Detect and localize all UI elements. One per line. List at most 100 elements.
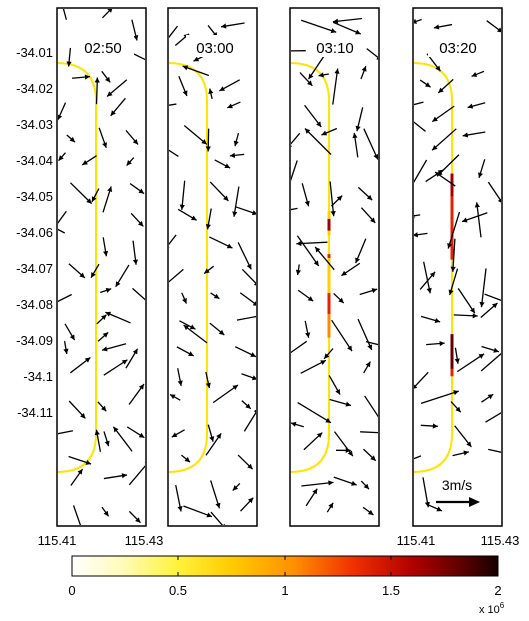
velocity-arrow (239, 292, 256, 306)
velocity-arrow (314, 246, 335, 271)
velocity-arrow (305, 488, 318, 507)
velocity-arrow (296, 240, 328, 247)
velocity-arrow (126, 426, 145, 439)
velocity-arrow (105, 311, 131, 324)
velocity-arrow (454, 347, 460, 364)
velocity-arrow (241, 268, 256, 286)
velocity-arrow (362, 448, 377, 462)
panel-0250: 02:50 (56, 7, 147, 527)
velocity-arrow (414, 18, 422, 24)
velocity-arrow (229, 152, 245, 158)
velocity-arrow (97, 401, 107, 412)
velocity-arrow (420, 390, 459, 404)
velocity-arrow (68, 455, 92, 465)
velocity-arrow (102, 9, 113, 19)
velocity-arrow (304, 320, 311, 338)
velocity-arrow (208, 236, 233, 249)
velocity-arrow (183, 505, 213, 518)
velocity-arrow (210, 511, 225, 525)
velocity-arrow (234, 346, 256, 358)
y-tick-label: -34.04 (16, 153, 53, 168)
velocity-arrow (360, 480, 370, 490)
velocity-arrow (434, 171, 456, 187)
velocity-arrow (72, 74, 91, 80)
velocity-arrow (126, 157, 135, 166)
velocity-arrow (419, 79, 431, 88)
y-tick-label: -34.05 (16, 189, 53, 204)
velocity-arrow (291, 132, 301, 147)
coastline (169, 62, 208, 473)
y-tick-label: -34.09 (16, 333, 53, 348)
velocity-arrow (103, 473, 128, 480)
velocity-arrow (321, 127, 338, 136)
colorbar-ticks (71, 556, 499, 576)
velocity-arrow (98, 127, 108, 149)
velocity-arrow (357, 186, 373, 201)
colorbar-multiplier: x 106 (479, 601, 505, 616)
velocity-arrow (58, 430, 74, 435)
velocity-arrow (291, 50, 306, 52)
velocity-arrow (484, 293, 501, 302)
velocity-arrow (462, 131, 486, 138)
velocity-arrow (304, 104, 322, 128)
velocity-arrow (58, 152, 66, 162)
velocity-arrow (179, 180, 186, 210)
velocity-arrow (303, 432, 323, 451)
velocity-arrow (227, 101, 241, 109)
velocity-arrow (431, 105, 455, 123)
velocity-arrow (214, 159, 231, 169)
velocity-arrow (129, 183, 145, 195)
velocity-arrow (332, 68, 340, 105)
velocity-arrow (103, 359, 128, 376)
velocity-arrow (414, 232, 428, 238)
panel-time-label: 03:20 (439, 40, 477, 57)
velocity-arrow (178, 75, 188, 97)
velocity-arrow (437, 78, 454, 94)
colorbar: 0 0.5 1 1.5 2 x 106 (68, 555, 505, 616)
velocity-arrow (362, 506, 374, 516)
velocity-field (291, 17, 378, 516)
y-tick-label: -34.06 (16, 225, 53, 240)
velocity-arrow (318, 72, 329, 78)
x-tick-label: 115.43 (481, 533, 520, 548)
scale-label: 3m/s (442, 477, 472, 493)
velocity-arrow (486, 20, 501, 33)
velocity-arrow (94, 77, 100, 105)
velocity-field (169, 22, 256, 525)
velocity-field (58, 9, 145, 525)
velocity-arrow (480, 302, 498, 318)
velocity-arrow (300, 19, 337, 34)
time-label-bg (74, 35, 134, 57)
velocity-arrow (94, 429, 102, 452)
velocity-arrow (128, 383, 145, 405)
velocity-arrow (205, 128, 211, 152)
velocity-arrow (414, 371, 429, 389)
y-tick-label: -34.08 (16, 297, 53, 312)
panel-time-label: 03:00 (196, 40, 234, 57)
y-tick-label: -34.1 (23, 369, 53, 384)
y-tick-label: -34.07 (16, 261, 53, 276)
velocity-arrow (481, 393, 494, 403)
velocity-arrow (291, 160, 298, 188)
velocity-arrow (332, 17, 363, 24)
velocity-arrow (301, 183, 310, 207)
velocity-arrow (359, 288, 378, 296)
velocity-arrow (485, 412, 501, 423)
y-tick-label: -34.02 (16, 81, 53, 96)
velocity-arrow (205, 371, 211, 389)
velocity-arrow (297, 401, 332, 424)
velocity-arrow (366, 48, 378, 60)
velocity-arrow (333, 476, 357, 486)
velocity-arrow (232, 186, 240, 217)
velocity-arrow (297, 289, 314, 302)
velocity-arrow (169, 268, 184, 283)
velocity-arrow (70, 468, 84, 486)
velocity-arrow (102, 186, 113, 213)
velocity-arrow (101, 506, 110, 517)
velocity-arrow (233, 132, 240, 147)
time-label-bg (306, 35, 366, 57)
velocity-arrow (479, 268, 487, 308)
x-axis: 115.41 115.43 115.41 115.43 (38, 533, 520, 548)
velocity-arrow (58, 293, 72, 303)
time-label-bg (186, 35, 246, 57)
